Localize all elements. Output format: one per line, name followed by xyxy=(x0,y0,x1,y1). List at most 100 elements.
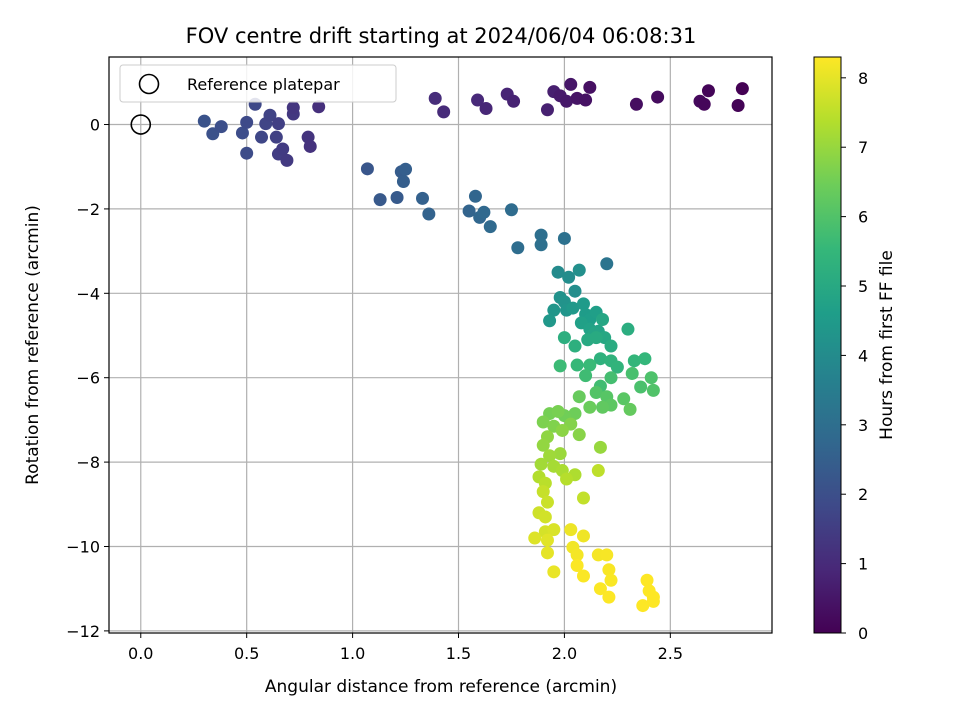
data-point xyxy=(553,359,567,373)
data-point xyxy=(399,162,413,176)
data-point xyxy=(600,548,614,562)
data-point xyxy=(543,449,557,463)
data-point xyxy=(255,130,269,144)
data-point xyxy=(303,139,317,153)
y-tick-label: −6 xyxy=(76,369,100,388)
data-point xyxy=(560,472,574,486)
data-point xyxy=(701,84,715,98)
data-point xyxy=(566,301,580,315)
data-point xyxy=(579,369,593,383)
data-point xyxy=(483,220,497,234)
data-point xyxy=(640,573,654,587)
data-point xyxy=(576,297,590,311)
data-point xyxy=(540,533,554,547)
data-point xyxy=(551,404,565,418)
data-point xyxy=(543,314,557,328)
colorbar-tick-label: 8 xyxy=(858,69,868,88)
data-point xyxy=(735,82,749,96)
data-point xyxy=(629,97,643,111)
plot-area-frame xyxy=(108,56,773,634)
data-point xyxy=(540,103,554,117)
data-point xyxy=(437,105,451,119)
y-tick-label: −8 xyxy=(76,453,100,472)
data-point xyxy=(269,130,283,144)
data-point xyxy=(540,546,554,560)
data-point xyxy=(240,146,254,160)
data-point xyxy=(570,358,584,372)
y-axis-label: Rotation from reference (arcmin) xyxy=(23,205,43,485)
data-point xyxy=(557,231,571,245)
data-point xyxy=(604,573,618,587)
data-point xyxy=(572,428,586,442)
data-point xyxy=(697,97,711,111)
data-point xyxy=(579,93,593,107)
data-point xyxy=(538,510,552,524)
data-point xyxy=(576,491,590,505)
data-point xyxy=(593,440,607,454)
x-axis-label: Angular distance from reference (arcmin) xyxy=(265,677,617,697)
data-point xyxy=(547,523,561,537)
colorbar-tick-label: 5 xyxy=(858,277,868,296)
data-point xyxy=(557,331,571,345)
data-point xyxy=(621,322,635,336)
data-point xyxy=(197,114,211,128)
data-point xyxy=(646,383,660,397)
data-point xyxy=(644,371,658,385)
reference-platepar-marker xyxy=(130,114,152,135)
scatter-points xyxy=(130,77,749,613)
data-point xyxy=(731,99,745,113)
data-point xyxy=(312,100,326,114)
data-point xyxy=(623,402,637,416)
data-point xyxy=(568,284,582,298)
y-tick-label: −2 xyxy=(76,200,100,219)
data-point xyxy=(468,189,482,203)
data-point xyxy=(534,238,548,252)
data-point xyxy=(576,569,590,583)
data-point xyxy=(638,352,652,366)
x-axis-ticks: 0.0 0.5 1.0 1.5 2.0 2.5 xyxy=(128,633,683,663)
data-point xyxy=(596,312,610,326)
data-point xyxy=(651,90,665,104)
data-point xyxy=(572,390,586,404)
data-point xyxy=(576,529,590,543)
x-tick-label: 0.5 xyxy=(234,644,259,663)
data-point xyxy=(477,205,491,219)
data-point xyxy=(276,142,290,156)
data-point xyxy=(536,485,550,499)
colorbar-tick-label: 7 xyxy=(858,138,868,157)
x-tick-label: 0.0 xyxy=(128,644,153,663)
data-point xyxy=(596,400,610,414)
data-point xyxy=(583,358,597,372)
data-point xyxy=(536,438,550,452)
legend-box xyxy=(119,64,397,103)
data-point xyxy=(534,457,548,471)
data-point xyxy=(564,77,578,91)
colorbar-tick-label: 6 xyxy=(858,208,868,227)
data-point xyxy=(553,447,567,461)
legend-marker-reference xyxy=(138,73,160,95)
legend: Reference platepar xyxy=(119,64,397,103)
y-tick-label: −12 xyxy=(66,622,100,641)
data-point xyxy=(547,565,561,579)
colorbar-label: Hours from first FF file xyxy=(877,250,897,440)
data-point xyxy=(373,193,387,207)
data-point xyxy=(560,94,574,108)
data-point xyxy=(591,464,605,478)
data-point xyxy=(602,563,616,577)
data-point xyxy=(415,191,429,205)
y-axis-ticks: −12 −10 −8 −6 −4 −2 0 xyxy=(66,116,109,641)
legend-entry-reference: Reference platepar xyxy=(187,75,340,94)
data-point xyxy=(625,366,639,380)
x-tick-label: 1.5 xyxy=(446,644,471,663)
data-point xyxy=(479,101,493,115)
data-point xyxy=(568,339,582,353)
colorbar-ticks: 0 1 2 3 4 5 6 7 8 xyxy=(841,69,868,643)
data-point xyxy=(555,423,569,437)
data-point xyxy=(428,91,442,105)
data-point xyxy=(646,594,660,608)
data-point xyxy=(396,174,410,188)
data-point xyxy=(462,204,476,218)
data-point xyxy=(562,270,576,284)
